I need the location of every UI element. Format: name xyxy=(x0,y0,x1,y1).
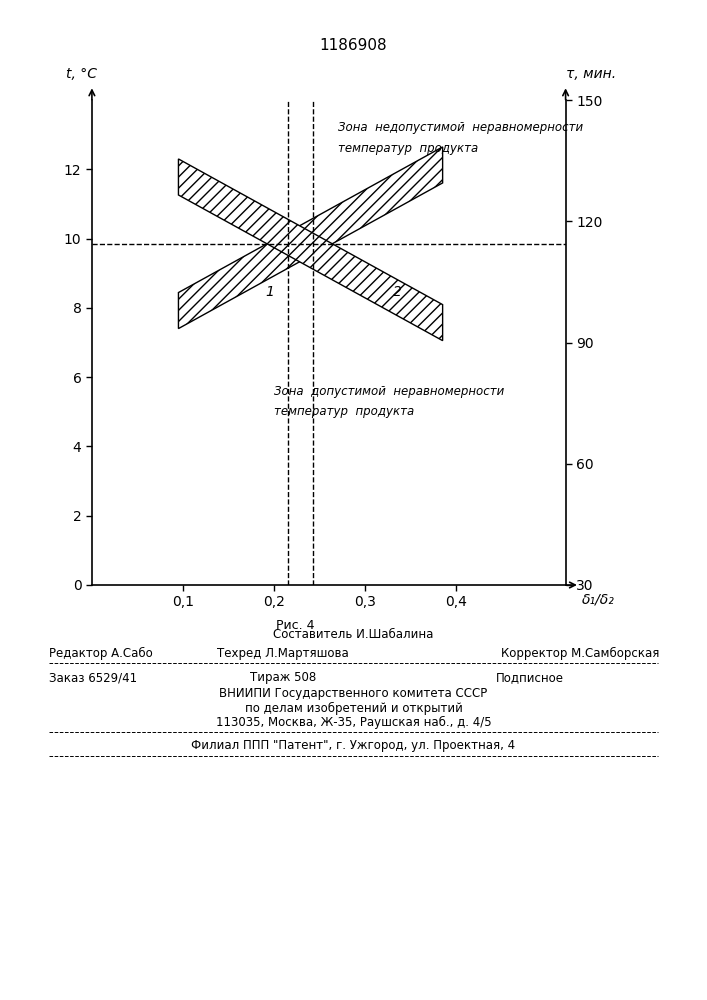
Text: δ₁/δ₂: δ₁/δ₂ xyxy=(582,592,615,606)
Text: Зона  недопустимой  неравномерности: Зона недопустимой неравномерности xyxy=(338,121,583,134)
Text: Редактор А.Сабо: Редактор А.Сабо xyxy=(49,646,153,660)
Text: 2: 2 xyxy=(392,285,402,299)
Text: Техред Л.Мартяшова: Техред Л.Мартяшова xyxy=(217,647,349,660)
Polygon shape xyxy=(178,147,443,329)
Text: 113035, Москва, Ж-35, Раушская наб., д. 4/5: 113035, Москва, Ж-35, Раушская наб., д. … xyxy=(216,715,491,729)
Text: Филиал ППП "Патент", г. Ужгород, ул. Проектная, 4: Филиал ППП "Патент", г. Ужгород, ул. Про… xyxy=(192,740,515,752)
Text: температур  продукта: температур продукта xyxy=(274,405,414,418)
Text: 1186908: 1186908 xyxy=(320,37,387,52)
Text: Подписное: Подписное xyxy=(496,672,564,684)
Text: τ, мин.: τ, мин. xyxy=(566,67,616,81)
Text: Рис. 4: Рис. 4 xyxy=(276,619,315,632)
Text: ВНИИПИ Государственного комитета СССР: ВНИИПИ Государственного комитета СССР xyxy=(219,688,488,700)
Text: Тираж 508: Тираж 508 xyxy=(250,672,316,684)
Text: Зона  допустимой  неравномерности: Зона допустимой неравномерности xyxy=(274,385,504,398)
Text: температур  продукта: температур продукта xyxy=(338,142,478,155)
Text: Заказ 6529/41: Заказ 6529/41 xyxy=(49,672,138,684)
Text: t, °C: t, °C xyxy=(66,67,97,81)
Text: по делам изобретений и открытий: по делам изобретений и открытий xyxy=(245,701,462,715)
Polygon shape xyxy=(178,159,443,341)
Text: Составитель И.Шабалина: Составитель И.Шабалина xyxy=(274,629,433,642)
Text: 1: 1 xyxy=(265,285,274,299)
Text: Корректор М.Самборская: Корректор М.Самборская xyxy=(501,646,659,660)
